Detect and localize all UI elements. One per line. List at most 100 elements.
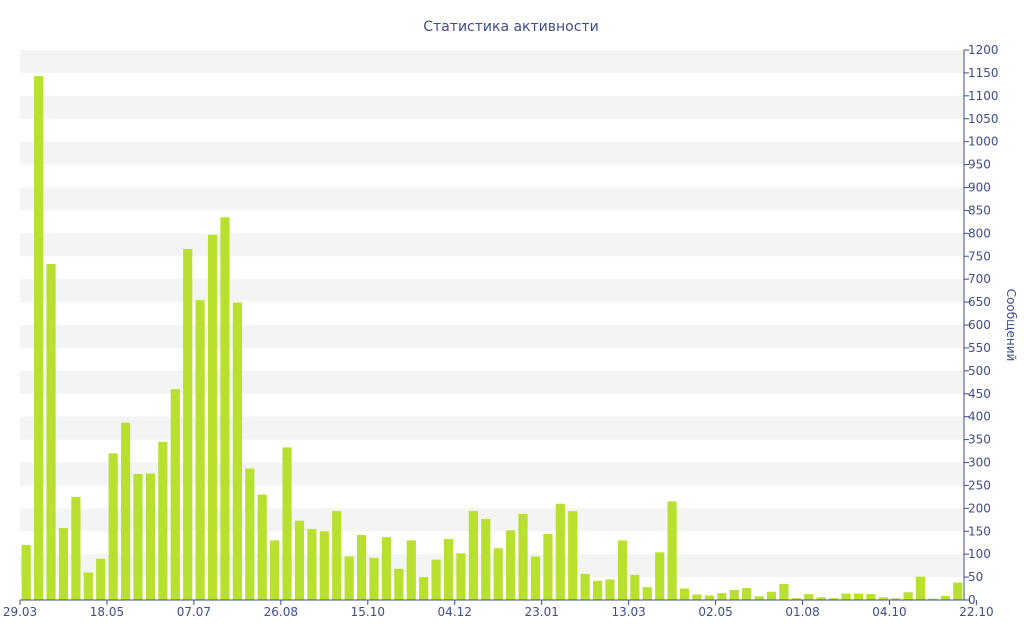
bar — [431, 559, 441, 600]
bar — [580, 573, 590, 601]
bar — [530, 556, 541, 600]
grid-band — [20, 141, 964, 165]
x-tick-label: 23.01 — [525, 605, 559, 619]
y-tick-label: 900 — [968, 181, 991, 195]
bar — [183, 248, 193, 601]
bar — [940, 595, 950, 601]
grid-band — [20, 416, 964, 440]
y-tick-label: 550 — [968, 341, 991, 355]
bar — [245, 468, 255, 600]
x-tick-label: 26.08 — [264, 605, 298, 619]
bar — [555, 503, 565, 600]
bar — [332, 511, 342, 600]
bar — [443, 539, 454, 600]
bar — [319, 531, 329, 600]
bar — [419, 577, 429, 600]
bar — [270, 540, 280, 600]
y-tick-label: 500 — [968, 364, 991, 378]
x-tick-label: 13.03 — [611, 605, 645, 619]
bar — [903, 592, 913, 600]
grid-band — [20, 370, 964, 394]
bar — [729, 589, 739, 600]
y-tick-label: 650 — [968, 295, 991, 309]
bar — [220, 217, 230, 601]
x-tick-label: 07.07 — [177, 605, 211, 619]
chart-title: Статистика активности — [423, 19, 598, 35]
bar — [791, 598, 801, 600]
bar — [816, 597, 826, 600]
grid-band — [20, 187, 964, 211]
bar — [692, 594, 702, 600]
bar — [642, 587, 652, 600]
bar — [307, 528, 317, 600]
bar — [170, 389, 180, 600]
y-axis-ticks: 0 50 100 150 200 250 300 350 400 450 500 550 600 650 7… — [964, 43, 999, 607]
bar — [158, 441, 168, 601]
bar — [592, 580, 603, 600]
bar — [232, 302, 242, 600]
grid-bands — [20, 50, 964, 578]
bar-series — [21, 76, 963, 601]
y-tick-label: 800 — [968, 226, 991, 240]
bar — [766, 591, 777, 600]
bar — [406, 540, 416, 600]
x-tick-label: 04.10 — [872, 605, 906, 619]
bar — [878, 597, 888, 600]
y-tick-label: 1200 — [968, 43, 999, 57]
y-tick-label: 950 — [968, 158, 991, 172]
x-tick-label: 15.10 — [351, 605, 385, 619]
bar — [928, 598, 938, 601]
x-tick-label: 22.10 — [959, 605, 993, 619]
grid-band — [20, 50, 964, 73]
bar — [804, 594, 814, 600]
bar — [21, 545, 31, 600]
bar — [704, 595, 714, 600]
y-tick-label: 1100 — [968, 89, 999, 103]
bar — [717, 593, 727, 601]
bar — [394, 568, 404, 600]
bar — [605, 579, 615, 601]
y-tick-label: 850 — [968, 203, 991, 217]
bar — [369, 557, 379, 600]
bar — [891, 598, 901, 600]
bar — [83, 572, 93, 600]
bar — [568, 511, 578, 600]
bar — [617, 540, 628, 600]
bar — [282, 447, 292, 601]
bar — [679, 588, 690, 600]
bar — [742, 588, 752, 600]
bar — [853, 593, 864, 600]
bar — [841, 593, 851, 600]
grid-band — [20, 554, 964, 578]
y-tick-label: 600 — [968, 318, 991, 332]
grid-band — [20, 279, 964, 303]
y-tick-label: 450 — [968, 387, 991, 401]
x-axis-ticks: 29.03 18.05 07.07 26.08 15.10 04.12 23.01 13.03… — [3, 600, 994, 619]
bar — [120, 422, 131, 601]
y-tick-label: 100 — [968, 547, 991, 561]
bar — [133, 473, 143, 600]
bar — [506, 530, 516, 600]
bar — [96, 558, 106, 600]
x-tick-label: 29.03 — [3, 605, 37, 619]
bar — [655, 552, 665, 600]
bar — [754, 596, 764, 600]
bar — [58, 528, 69, 600]
bar — [493, 548, 503, 600]
y-tick-label: 1000 — [968, 135, 999, 149]
grid-band — [20, 233, 964, 257]
x-tick-label: 01.08 — [785, 605, 819, 619]
bar — [356, 534, 367, 600]
y-tick-label: 300 — [968, 456, 991, 470]
bar — [779, 583, 789, 600]
bar — [108, 453, 118, 600]
y-tick-label: 0 — [968, 593, 976, 607]
bar — [630, 574, 640, 600]
bar — [953, 582, 963, 600]
bar — [468, 511, 478, 600]
x-tick-label: 18.05 — [90, 605, 124, 619]
x-tick-label: 04.12 — [438, 605, 472, 619]
bar — [294, 520, 305, 600]
